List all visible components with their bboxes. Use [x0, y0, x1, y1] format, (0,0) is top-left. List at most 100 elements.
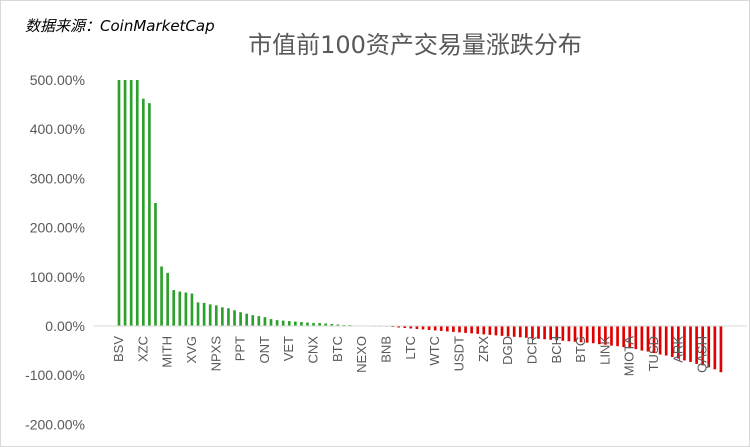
bar-negative [549, 326, 553, 340]
bar-positive [324, 323, 328, 326]
bar-negative [415, 326, 419, 329]
x-tick-label: WTC [427, 336, 442, 366]
bar-positive [281, 320, 285, 326]
bar-positive [318, 323, 321, 326]
bar-negative [640, 326, 644, 351]
x-tick-label: ONT [257, 336, 272, 364]
bar-negative [482, 326, 486, 335]
x-tick-label: MITH [160, 336, 175, 368]
bar-negative [628, 326, 632, 349]
y-tick-label: -200.00% [25, 416, 85, 432]
bar-negative [409, 326, 413, 329]
bar-negative [433, 326, 437, 331]
bar-negative [585, 326, 589, 343]
bar-negative [713, 326, 717, 370]
bar-negative [652, 326, 656, 354]
bar-negative [476, 326, 480, 334]
y-tick-label: 200.00% [30, 220, 85, 236]
bar-positive [202, 302, 206, 326]
x-tick-label: XZC [135, 336, 150, 362]
bar-negative [634, 326, 638, 350]
bar-negative [518, 326, 522, 338]
bar-positive [129, 80, 133, 326]
bar-positive [178, 291, 182, 326]
bar-positive [306, 322, 309, 326]
bar-positive [287, 321, 291, 326]
bar-negative [525, 326, 528, 338]
x-tick-label: BCH [549, 336, 564, 363]
bar-negative [591, 326, 595, 344]
bar-positive [221, 307, 224, 326]
bar-positive [275, 320, 279, 326]
x-tick-label: USDT [452, 336, 467, 371]
bar-negative [622, 326, 625, 348]
x-tick-label: ZRX [476, 336, 491, 362]
bar-negative [555, 326, 559, 341]
bar-positive [148, 103, 151, 327]
bar-negative [695, 326, 698, 364]
bar-negative [719, 326, 723, 373]
bar-negative [610, 326, 613, 346]
bar-positive [135, 80, 139, 326]
bar-negative [567, 326, 571, 342]
bar-negative [421, 326, 425, 330]
bar-negative [494, 326, 498, 336]
bar-negative [464, 326, 467, 333]
bar-negative [677, 326, 680, 359]
bar-negative [512, 326, 516, 337]
bar-positive [239, 312, 242, 326]
bar-negative [646, 326, 650, 352]
x-tick-label: PPT [233, 336, 248, 361]
source-note: 数据来源：CoinMarketCap [25, 17, 215, 35]
x-tick-label: BNB [379, 336, 394, 363]
bar-positive [123, 80, 127, 326]
x-tick-label: DCR [524, 336, 539, 364]
x-tick-label: BTC [330, 336, 345, 362]
bar-negative [506, 326, 510, 337]
bar-positive [154, 203, 157, 326]
x-tick-label: QASH [695, 336, 710, 373]
bar-negative [604, 326, 607, 345]
bar-negative [403, 326, 407, 328]
bar-negative [573, 326, 577, 342]
bar-positive [245, 313, 249, 326]
bar-positive [269, 319, 273, 326]
bar-negative [458, 326, 461, 333]
bar-negative [531, 326, 534, 339]
bar-positive [251, 315, 255, 326]
bar-negative [664, 326, 668, 356]
bar-negative [616, 326, 619, 347]
bar-positive [336, 324, 340, 326]
bar-positive [208, 304, 212, 326]
x-tick-label: NPXS [208, 336, 223, 372]
bar-negative [707, 326, 711, 368]
bar-negative [689, 326, 692, 362]
y-tick-label: 300.00% [30, 170, 85, 186]
bar-negative [452, 326, 455, 332]
bar-negative [439, 326, 443, 331]
bar-positive [166, 272, 169, 326]
y-tick-label: 500.00% [30, 72, 85, 88]
bar-positive [293, 321, 297, 326]
y-tick-label: 100.00% [30, 269, 85, 285]
x-tick-label: CNX [306, 336, 321, 364]
y-tick-label: 0.00% [45, 318, 85, 334]
x-tick-label: TUSD [646, 336, 661, 371]
x-tick-label: BSV [111, 336, 126, 362]
bar-positive [214, 305, 218, 326]
bar-positive [263, 317, 267, 326]
bar-positive [300, 322, 303, 326]
bar-positive [160, 266, 163, 326]
bar-negative [537, 326, 540, 339]
x-tick-label: BTG [573, 336, 588, 363]
bar-positive [257, 316, 261, 326]
bar-negative [561, 326, 565, 341]
bar-negative [488, 326, 492, 335]
x-tick-label: ARK [670, 336, 685, 363]
x-tick-label: DGD [500, 336, 515, 365]
bar-positive [172, 290, 176, 326]
x-tick-label: VET [281, 336, 296, 361]
bar-positive [312, 323, 315, 326]
